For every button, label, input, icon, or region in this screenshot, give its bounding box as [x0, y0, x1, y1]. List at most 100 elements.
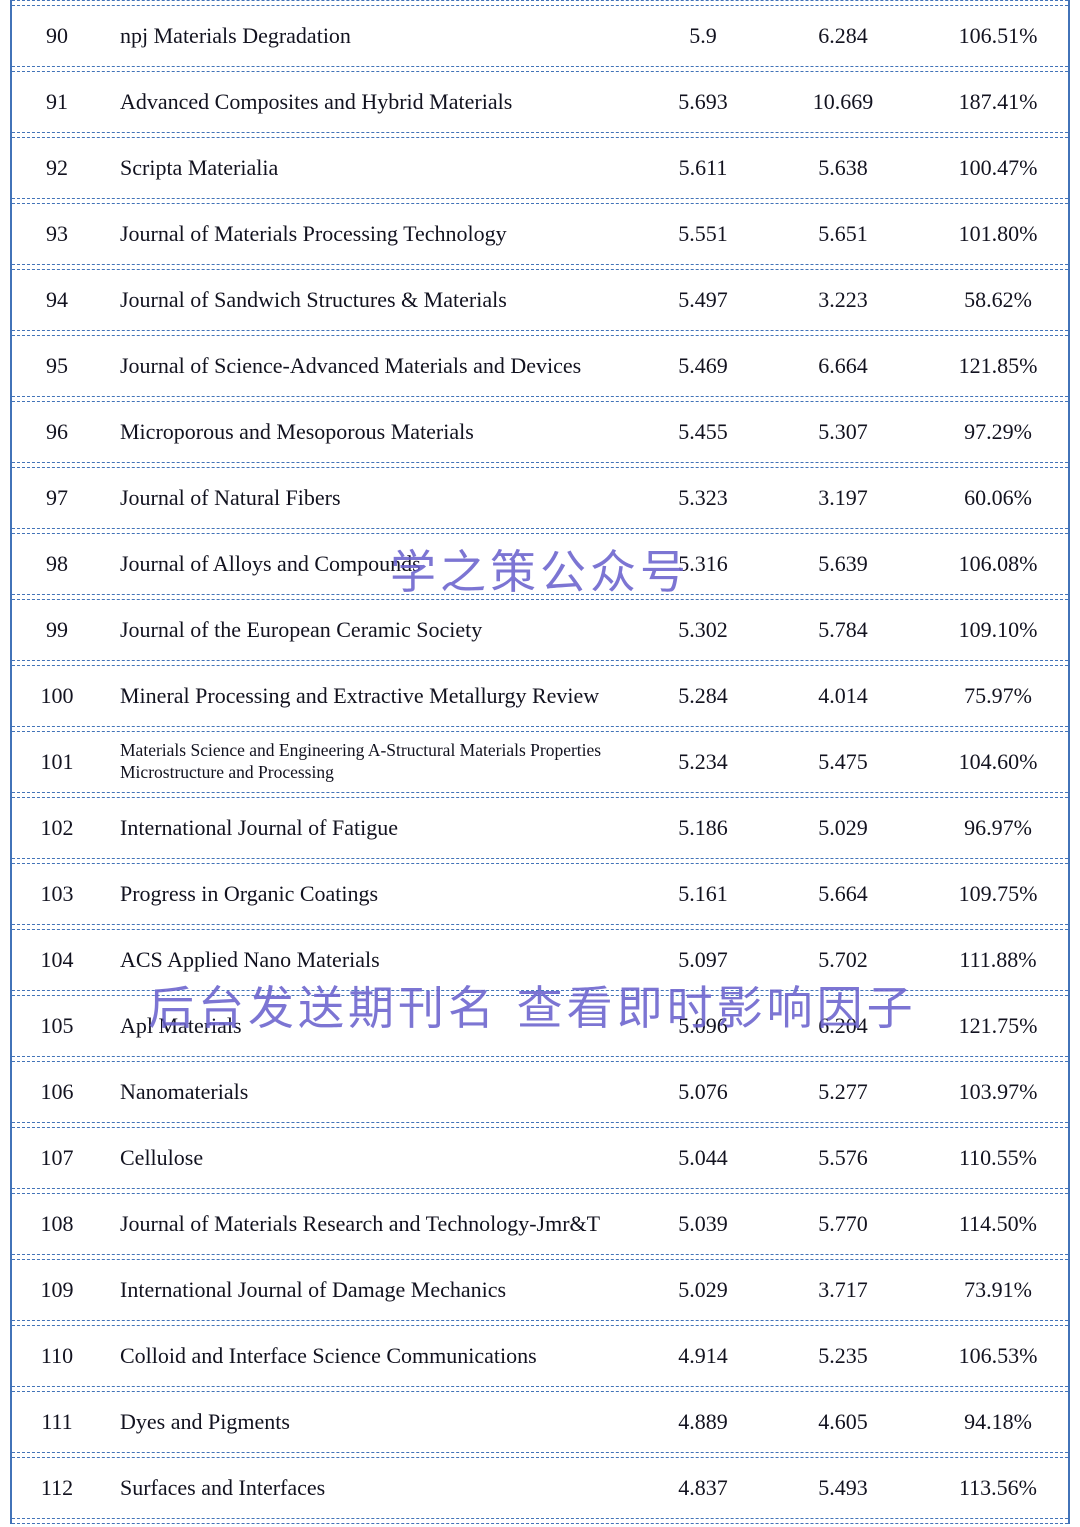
table-row: 100 Mineral Processing and Extractive Me…	[12, 666, 1068, 726]
table-row: 99 Journal of the European Ceramic Socie…	[12, 600, 1068, 660]
row-separator	[12, 462, 1068, 468]
impact-factor-cell: 5.044	[678, 1145, 728, 1171]
row-separator	[12, 66, 1068, 72]
journal-name-cell: Microporous and Mesoporous Materials	[120, 419, 474, 445]
table-row: 92 Scripta Materialia 5.611 5.638 100.47…	[12, 138, 1068, 198]
journal-name-cell: Colloid and Interface Science Communicat…	[120, 1343, 537, 1369]
table-row: 98 Journal of Alloys and Compounds 5.316…	[12, 534, 1068, 594]
table-row: 104 ACS Applied Nano Materials 5.097 5.7…	[12, 930, 1068, 990]
impact-factor-cell: 4.889	[678, 1409, 728, 1435]
realtime-impact-factor-cell: 5.576	[818, 1145, 868, 1171]
journal-name-cell: International Journal of Fatigue	[120, 815, 398, 841]
journal-impact-factor-table: 90 npj Materials Degradation 5.9 6.284 1…	[10, 0, 1070, 1524]
journal-name-cell: Progress in Organic Coatings	[120, 881, 379, 907]
table-row: 109 International Journal of Damage Mech…	[12, 1260, 1068, 1320]
journal-name-cell: Advanced Composites and Hybrid Materials	[120, 89, 513, 115]
ratio-percentage-cell: 113.56%	[958, 1475, 1037, 1501]
row-separator	[12, 660, 1068, 666]
table-row: 106 Nanomaterials 5.076 5.277 103.97%	[12, 1062, 1068, 1122]
journal-name-cell: Cellulose	[120, 1145, 204, 1171]
ratio-percentage-cell: 58.62%	[964, 287, 1032, 313]
table-row: 111 Dyes and Pigments 4.889 4.605 94.18%	[12, 1392, 1068, 1452]
ratio-percentage-cell: 106.53%	[958, 1343, 1038, 1369]
journal-name-cell: International Journal of Damage Mechanic…	[120, 1277, 507, 1303]
realtime-impact-factor-cell: 3.197	[818, 485, 868, 511]
realtime-impact-factor-cell: 10.669	[812, 89, 874, 115]
row-separator	[12, 528, 1068, 534]
impact-factor-cell: 5.039	[678, 1211, 728, 1237]
journal-name-cell: Journal of Science-Advanced Materials an…	[120, 353, 582, 379]
rank-cell: 110	[40, 1343, 74, 1369]
row-separator	[12, 396, 1068, 402]
rank-cell: 107	[40, 1145, 74, 1171]
row-separator	[12, 1254, 1068, 1260]
journal-name-cell: Mineral Processing and Extractive Metall…	[120, 683, 600, 709]
realtime-impact-factor-cell: 6.284	[818, 23, 868, 49]
journal-name-cell: ACS Applied Nano Materials	[120, 947, 380, 973]
realtime-impact-factor-cell: 5.638	[818, 155, 868, 181]
impact-factor-cell: 5.096	[678, 1013, 728, 1039]
rank-cell: 91	[46, 89, 68, 115]
impact-factor-cell: 5.9	[689, 23, 717, 49]
realtime-impact-factor-cell: 5.784	[818, 617, 868, 643]
impact-factor-cell: 5.551	[678, 221, 728, 247]
ratio-percentage-cell: 73.91%	[964, 1277, 1032, 1303]
journal-name-cell: Journal of Alloys and Compounds	[120, 551, 421, 577]
row-separator	[12, 990, 1068, 996]
realtime-impact-factor-cell: 5.277	[818, 1079, 868, 1105]
rank-cell: 102	[40, 815, 74, 841]
ratio-percentage-cell: 101.80%	[958, 221, 1038, 247]
ratio-percentage-cell: 96.97%	[964, 815, 1032, 841]
journal-name-cell: Nanomaterials	[120, 1079, 249, 1105]
ratio-percentage-cell: 106.08%	[958, 551, 1038, 577]
row-separator	[12, 726, 1068, 732]
table-row: 96 Microporous and Mesoporous Materials …	[12, 402, 1068, 462]
table-row: 110 Colloid and Interface Science Commun…	[12, 1326, 1068, 1386]
ratio-percentage-cell: 121.85%	[958, 353, 1038, 379]
journal-name-cell: Journal of the European Ceramic Society	[120, 617, 483, 643]
realtime-impact-factor-cell: 5.651	[818, 221, 868, 247]
ratio-percentage-cell: 104.60%	[958, 749, 1038, 775]
ratio-percentage-cell: 110.55%	[958, 1145, 1037, 1171]
row-separator	[12, 594, 1068, 600]
journal-name-cell: Apl Materials	[120, 1013, 242, 1039]
impact-factor-cell: 5.234	[678, 749, 728, 775]
rank-cell: 96	[46, 419, 68, 445]
realtime-impact-factor-cell: 3.223	[818, 287, 868, 313]
table-row: 108 Journal of Materials Research and Te…	[12, 1194, 1068, 1254]
impact-factor-cell: 5.316	[678, 551, 728, 577]
row-separator	[12, 1320, 1068, 1326]
realtime-impact-factor-cell: 5.493	[818, 1475, 868, 1501]
impact-factor-cell: 4.914	[678, 1343, 728, 1369]
row-separator	[12, 1188, 1068, 1194]
impact-factor-cell: 5.693	[678, 89, 728, 115]
row-separator	[12, 1122, 1068, 1128]
ratio-percentage-cell: 109.10%	[958, 617, 1038, 643]
row-separator	[12, 1518, 1068, 1524]
rank-cell: 104	[40, 947, 74, 973]
journal-name-cell: Journal of Materials Research and Techno…	[120, 1211, 601, 1237]
impact-factor-cell: 5.611	[678, 155, 728, 181]
impact-factor-cell: 5.029	[678, 1277, 728, 1303]
row-separator	[12, 1386, 1068, 1392]
impact-factor-cell: 5.497	[678, 287, 728, 313]
table-row: 101 Materials Science and Engineering A-…	[12, 732, 1068, 792]
journal-name-cell: Journal of Materials Processing Technolo…	[120, 221, 507, 247]
journal-name-cell: npj Materials Degradation	[120, 23, 351, 49]
impact-factor-cell: 5.186	[678, 815, 728, 841]
impact-factor-cell: 5.076	[678, 1079, 728, 1105]
row-separator	[12, 132, 1068, 138]
row-separator	[12, 858, 1068, 864]
table-row: 94 Journal of Sandwich Structures & Mate…	[12, 270, 1068, 330]
row-separator	[12, 198, 1068, 204]
realtime-impact-factor-cell: 5.702	[818, 947, 868, 973]
realtime-impact-factor-cell: 4.014	[818, 683, 868, 709]
realtime-impact-factor-cell: 5.235	[818, 1343, 868, 1369]
journal-name-cell: Journal of Natural Fibers	[120, 485, 341, 511]
ratio-percentage-cell: 187.41%	[958, 89, 1038, 115]
impact-factor-cell: 5.323	[678, 485, 728, 511]
row-separator	[12, 264, 1068, 270]
table-row: 112 Surfaces and Interfaces 4.837 5.493 …	[12, 1458, 1068, 1518]
realtime-impact-factor-cell: 6.204	[818, 1013, 868, 1039]
